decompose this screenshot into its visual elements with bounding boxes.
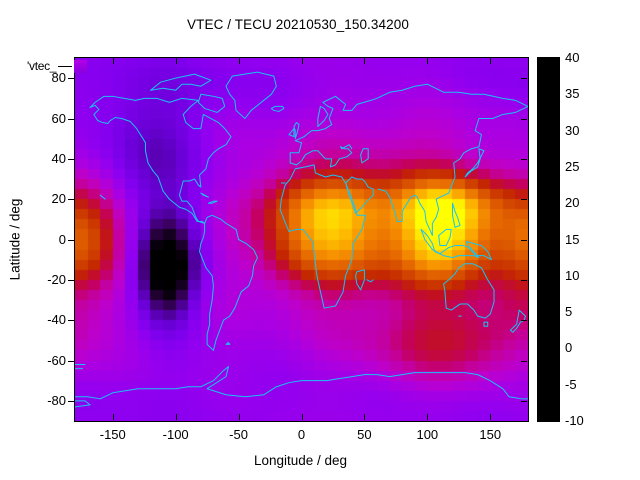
x-tick-mark-top: [490, 58, 492, 64]
colorbar-tick-mark-right: [554, 275, 559, 277]
x-tick-label: 100: [416, 427, 439, 442]
y-tick-label: -40: [47, 312, 66, 328]
x-tick-mark: [112, 414, 114, 420]
x-tick-mark-top: [301, 58, 303, 64]
y-tick-mark: [68, 279, 74, 281]
y-tick-label: 0: [58, 231, 66, 247]
coastline-overlay: [75, 58, 528, 421]
y-tick-mark: [68, 239, 74, 241]
colorbar-tick-label: 15: [565, 231, 580, 247]
colorbar-tick-label: 30: [565, 122, 580, 138]
x-tick-mark-top: [364, 58, 366, 64]
y-tick-mark-right: [521, 400, 527, 402]
colorbar-tick-mark-right: [554, 239, 559, 241]
colorbar-tick-mark-left: [537, 203, 542, 205]
x-tick-mark: [175, 414, 177, 420]
y-tick-label: -20: [47, 271, 66, 287]
x-tick-mark-top: [238, 58, 240, 64]
x-tick-mark: [301, 414, 303, 420]
page-title: VTEC / TECU 20210530_150.34200: [187, 17, 409, 32]
legend-line: [58, 65, 73, 67]
y-tick-mark: [68, 360, 74, 362]
x-tick-label: -150: [99, 427, 126, 442]
colorbar-tick-label: 20: [565, 195, 580, 211]
x-tick-mark: [427, 414, 429, 420]
colorbar-tick-label: 40: [565, 50, 580, 65]
y-tick-mark: [68, 158, 74, 160]
colorbar-tick-mark-left: [537, 348, 542, 350]
y-tick-label: 80: [51, 70, 66, 86]
y-tick-mark-right: [521, 78, 527, 80]
x-tick-mark-top: [427, 58, 429, 64]
x-tick-mark-top: [112, 58, 114, 64]
y-tick-mark-right: [521, 158, 527, 160]
colorbar-tick-label: -5: [565, 376, 577, 392]
colorbar-gradient: [538, 58, 559, 421]
y-tick-label: 20: [51, 191, 66, 207]
plot-inner: [75, 58, 528, 421]
x-tick-mark: [490, 414, 492, 420]
colorbar-tick-mark-right: [554, 166, 559, 168]
colorbar-tick-mark-left: [537, 275, 542, 277]
colorbar-tick-mark-left: [537, 312, 542, 314]
map-plot-area[interactable]: [74, 57, 529, 422]
colorbar-tick-mark-right: [554, 203, 559, 205]
y-tick-label: -80: [47, 392, 66, 408]
y-tick-mark-right: [521, 239, 527, 241]
x-tick-label: -50: [229, 427, 248, 442]
legend-color-swatch: [74, 59, 88, 73]
x-tick-mark: [238, 414, 240, 420]
x-tick-label: 50: [357, 427, 372, 442]
y-tick-mark: [68, 118, 74, 120]
colorbar-tick-mark-left: [537, 166, 542, 168]
colorbar-tick-mark-right: [554, 130, 559, 132]
y-tick-mark: [68, 400, 74, 402]
colorbar-tick-label: 35: [565, 86, 580, 102]
y-tick-mark-right: [521, 199, 527, 201]
colorbar-tick-label: -10: [565, 413, 584, 428]
colorbar-tick-label: 10: [565, 267, 580, 283]
y-tick-mark-right: [521, 118, 527, 120]
y-tick-mark-right: [521, 320, 527, 322]
x-tick-mark: [364, 414, 366, 420]
colorbar-tick-label: 0: [565, 340, 573, 356]
y-tick-mark: [68, 78, 74, 80]
y-axis-label: Latitude / deg: [7, 198, 23, 281]
y-tick-mark: [68, 320, 74, 322]
y-tick-label: -60: [47, 352, 66, 368]
y-tick-mark: [68, 199, 74, 201]
x-tick-label: 0: [297, 427, 306, 442]
colorbar-tick-mark-left: [537, 384, 542, 386]
x-tick-label: 150: [479, 427, 502, 442]
legend-key: 'vtec_: [27, 59, 88, 73]
y-tick-mark-right: [521, 360, 527, 362]
colorbar-tick-mark-left: [537, 239, 542, 241]
colorbar-tick-label: 5: [565, 304, 573, 320]
colorbar-tick-mark-right: [554, 94, 559, 96]
y-tick-mark-right: [521, 279, 527, 281]
x-tick-label: -100: [162, 427, 189, 442]
colorbar-tick-mark-right: [554, 348, 559, 350]
colorbar-tick-mark-right: [554, 384, 559, 386]
colorbar-tick-mark-right: [554, 312, 559, 314]
colorbar-tick-mark-left: [537, 94, 542, 96]
vtec-heatmap: [75, 58, 528, 421]
y-tick-label: 60: [51, 110, 66, 126]
x-axis-label: Longitude / deg: [253, 453, 348, 468]
colorbar-tick-mark-left: [537, 130, 542, 132]
y-tick-label: 40: [51, 150, 66, 166]
colorbar-tick-label: 25: [565, 158, 580, 174]
legend-label: 'vtec_: [27, 59, 57, 73]
x-tick-mark-top: [175, 58, 177, 64]
